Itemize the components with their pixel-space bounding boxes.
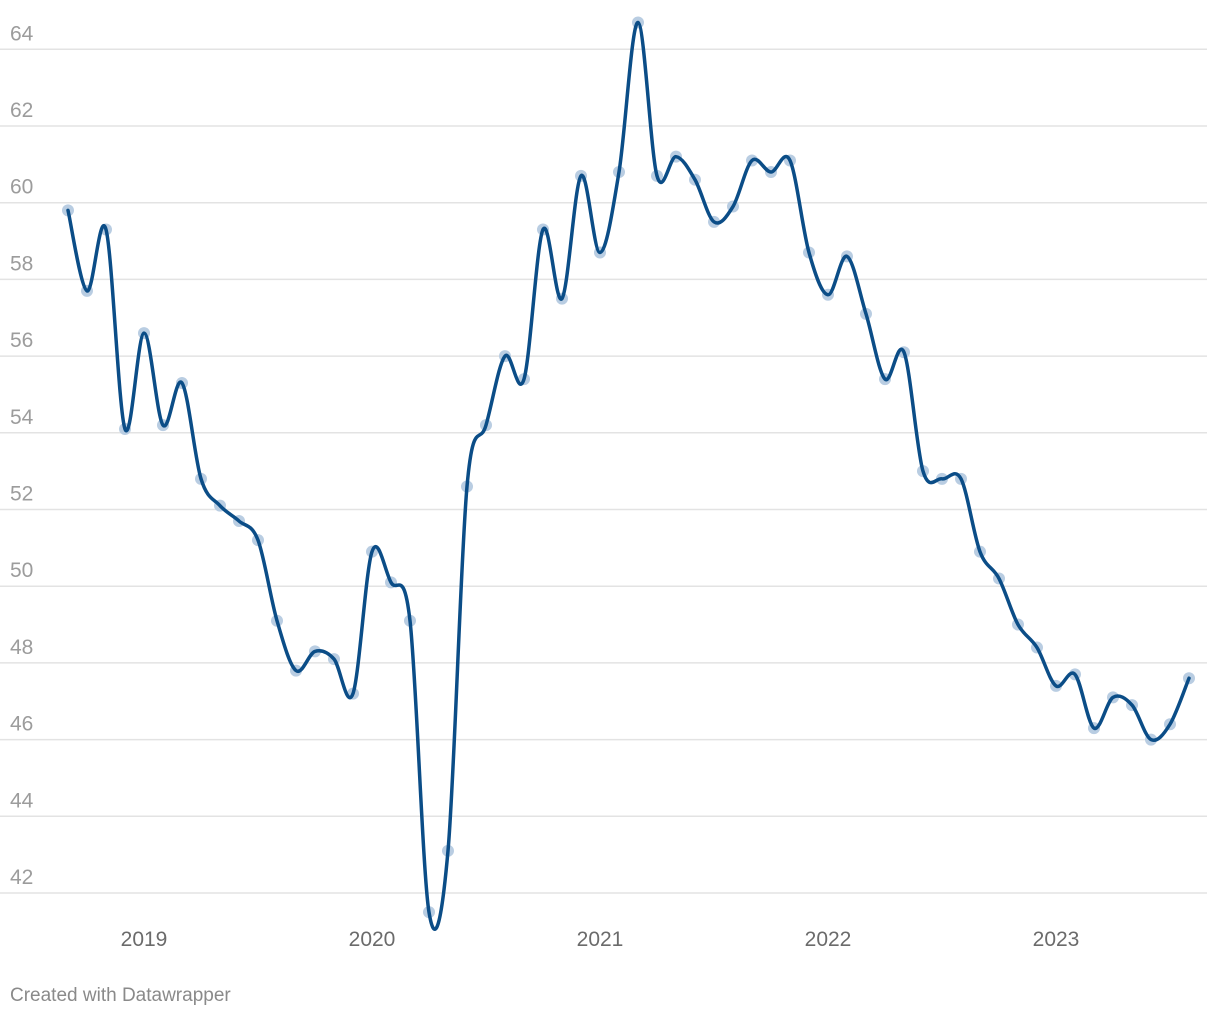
x-tick-label: 2020	[349, 928, 396, 951]
y-tick-label: 42	[10, 866, 33, 889]
data-markers	[62, 16, 1195, 919]
y-tick-label: 48	[10, 636, 33, 659]
y-tick-label: 50	[10, 559, 33, 582]
series-line	[66, 20, 1191, 931]
y-tick-label: 46	[10, 713, 33, 736]
y-tick-label: 60	[10, 176, 33, 199]
y-tick-label: 56	[10, 329, 33, 352]
y-axis-ticks: 42 44 46 48 50 52 54 56 58 60 62 64	[10, 22, 34, 889]
x-tick-label: 2022	[805, 928, 852, 951]
y-tick-label: 54	[10, 406, 34, 429]
y-tick-label: 64	[10, 22, 34, 45]
x-tick-label: 2019	[121, 928, 168, 951]
line-chart: 42 44 46 48 50 52 54 56 58 60 62 64 2019 2020 2021 202…	[0, 16, 1207, 951]
x-tick-label: 2023	[1033, 928, 1080, 951]
y-tick-label: 58	[10, 252, 33, 275]
y-tick-label: 52	[10, 483, 33, 506]
y-tick-label: 62	[10, 99, 33, 122]
y-tick-label: 44	[10, 789, 34, 812]
x-tick-label: 2021	[577, 928, 624, 951]
x-axis-ticks: 2019 2020 2021 2022 2023	[121, 928, 1080, 951]
gridlines	[0, 48, 1207, 894]
footer-credit: Created with Datawrapper	[10, 985, 231, 1006]
